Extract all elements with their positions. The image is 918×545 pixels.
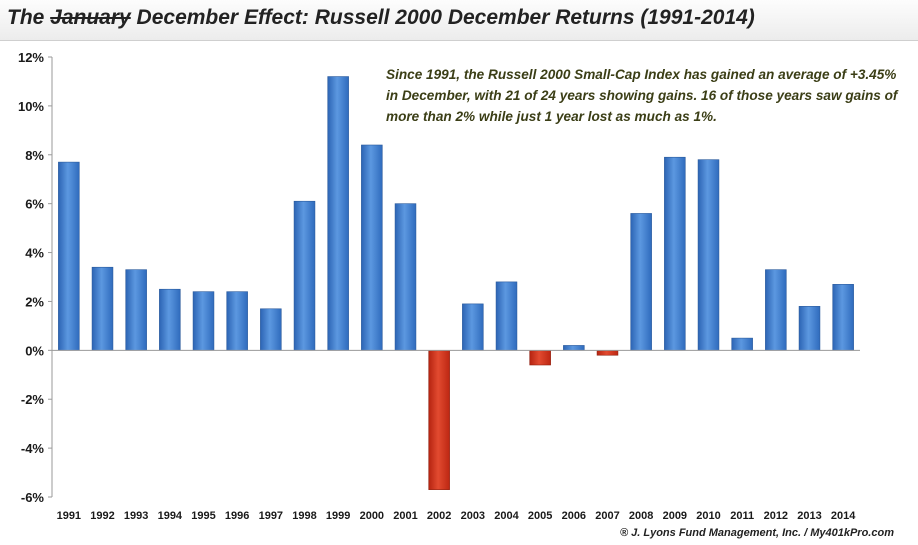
y-tick-label: 12% (18, 50, 44, 65)
x-tick-label: 1998 (292, 510, 316, 522)
x-tick-label: 1997 (259, 510, 283, 522)
title-struck-word: January (50, 6, 131, 29)
x-tick-label: 2011 (730, 510, 754, 522)
chart-annotation: Since 1991, the Russell 2000 Small-Cap I… (386, 67, 898, 124)
x-tick-label: 2006 (562, 510, 586, 522)
x-tick-label: 2009 (663, 510, 687, 522)
x-tick-label: 2001 (393, 510, 417, 522)
y-tick-label: 0% (25, 343, 44, 358)
x-tick-label: 1999 (326, 510, 350, 522)
title-bar: The January December Effect: Russell 200… (0, 0, 918, 41)
bar-2008 (630, 213, 652, 351)
bar-1991 (58, 161, 80, 351)
x-tick-label: 2005 (528, 510, 552, 522)
x-tick-label: 2004 (494, 510, 519, 522)
x-tick-label: 2014 (831, 510, 856, 522)
bar-2002 (428, 350, 450, 490)
x-tick-label: 1996 (225, 510, 249, 522)
y-tick-label: 6% (25, 197, 44, 212)
bar-2014 (832, 284, 854, 351)
x-tick-label: 1995 (191, 510, 215, 522)
bar-2006 (563, 345, 585, 351)
bar-1999 (327, 76, 349, 351)
x-tick-label: 2010 (696, 510, 720, 522)
bar-2001 (394, 203, 417, 351)
bar-2010 (697, 159, 720, 351)
bar-2005 (529, 350, 551, 366)
bar-2012 (765, 269, 787, 351)
x-tick-label: 1994 (158, 510, 183, 522)
bar-2000 (361, 144, 383, 351)
chart-title: The January December Effect: Russell 200… (7, 6, 755, 30)
y-tick-label: 4% (25, 246, 44, 261)
bar-1997 (260, 308, 282, 351)
x-tick-label: 2003 (461, 510, 485, 522)
bar-2007 (596, 350, 619, 356)
bar-1993 (125, 269, 147, 351)
y-tick-label: 8% (25, 148, 44, 163)
bar-2009 (664, 156, 686, 351)
x-tick-label: 1991 (57, 510, 81, 522)
bar-1995 (192, 291, 215, 351)
y-tick-label: 10% (18, 99, 44, 114)
title-prefix: The (7, 6, 51, 29)
bar-2013 (798, 306, 821, 351)
bar-1992 (91, 266, 114, 351)
bar-2003 (462, 303, 484, 351)
y-tick-label: -4% (21, 441, 45, 456)
x-tick-label: 1992 (90, 510, 114, 522)
x-tick-label: 2008 (629, 510, 653, 522)
x-tick-label: 1993 (124, 510, 148, 522)
copyright-credit: ® J. Lyons Fund Management, Inc. / My401… (619, 527, 894, 539)
bar-1994 (159, 288, 181, 351)
y-tick-label: -6% (21, 490, 45, 505)
y-tick-label: -2% (21, 392, 45, 407)
bar-1998 (293, 200, 316, 351)
x-tick-label: 2013 (797, 510, 821, 522)
x-tick-label: 2000 (360, 510, 384, 522)
x-tick-label: 2002 (427, 510, 451, 522)
bar-1996 (226, 291, 248, 351)
x-tick-label: 2012 (764, 510, 788, 522)
x-tick-label: 2007 (595, 510, 619, 522)
title-rest: December Effect: Russell 2000 December R… (130, 6, 755, 29)
bar-2004 (495, 281, 518, 351)
bar-2011 (731, 337, 753, 351)
y-tick-label: 2% (25, 294, 44, 309)
